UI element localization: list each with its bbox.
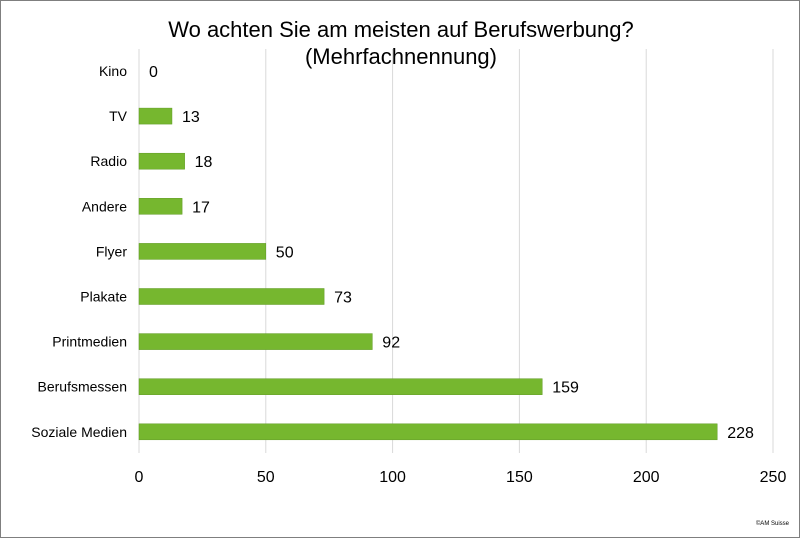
data-label: 0 — [149, 64, 158, 81]
bar-soziale-medien — [138, 423, 718, 441]
copyright-note: ©AM Suisse — [755, 521, 789, 527]
category-label: Andere — [82, 198, 127, 214]
category-label: Flyer — [96, 243, 127, 259]
bar-printmedien — [138, 333, 373, 350]
bar-plakate — [138, 288, 325, 305]
data-label: 13 — [182, 109, 200, 126]
bar-andere — [138, 198, 183, 215]
category-label: Radio — [90, 153, 127, 169]
bar-radio — [138, 152, 185, 170]
x-tick-label-0: 0 — [135, 469, 144, 486]
x-tick-label-250: 250 — [760, 469, 787, 486]
x-tick-label-150: 150 — [506, 469, 533, 486]
data-label: 18 — [195, 154, 213, 171]
data-label: 159 — [552, 380, 579, 397]
category-label: Berufsmessen — [38, 379, 127, 395]
data-label: 50 — [276, 244, 294, 261]
x-tick-label-100: 100 — [379, 469, 406, 486]
data-label: 17 — [192, 199, 210, 216]
category-label: TV — [109, 108, 128, 124]
data-label: 73 — [334, 290, 352, 307]
bar-berufsmessen — [138, 378, 543, 395]
category-label: Plakate — [80, 289, 127, 305]
category-label: Kino — [99, 63, 127, 79]
category-label: Soziale Medien — [31, 424, 127, 440]
x-tick-label-50: 50 — [257, 469, 275, 486]
chart-title-line-1: Wo achten Sie am meisten auf Berufswerbu… — [168, 17, 634, 42]
bar-tv — [138, 107, 173, 125]
bar-flyer — [138, 243, 267, 260]
chart-title-line-2: (Mehrfachnennung) — [305, 44, 497, 69]
bars — [138, 107, 718, 441]
labels: 0 50 100 150 200 250 Kino 0 TV 13 Radio 18 Andere 17 F… — [31, 63, 786, 486]
category-label: Printmedien — [52, 334, 127, 350]
data-label: 228 — [727, 425, 754, 442]
x-tick-label-200: 200 — [633, 469, 660, 486]
data-label: 92 — [382, 335, 400, 352]
